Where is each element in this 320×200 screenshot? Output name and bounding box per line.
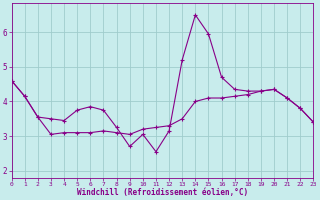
X-axis label: Windchill (Refroidissement éolien,°C): Windchill (Refroidissement éolien,°C) <box>77 188 248 197</box>
